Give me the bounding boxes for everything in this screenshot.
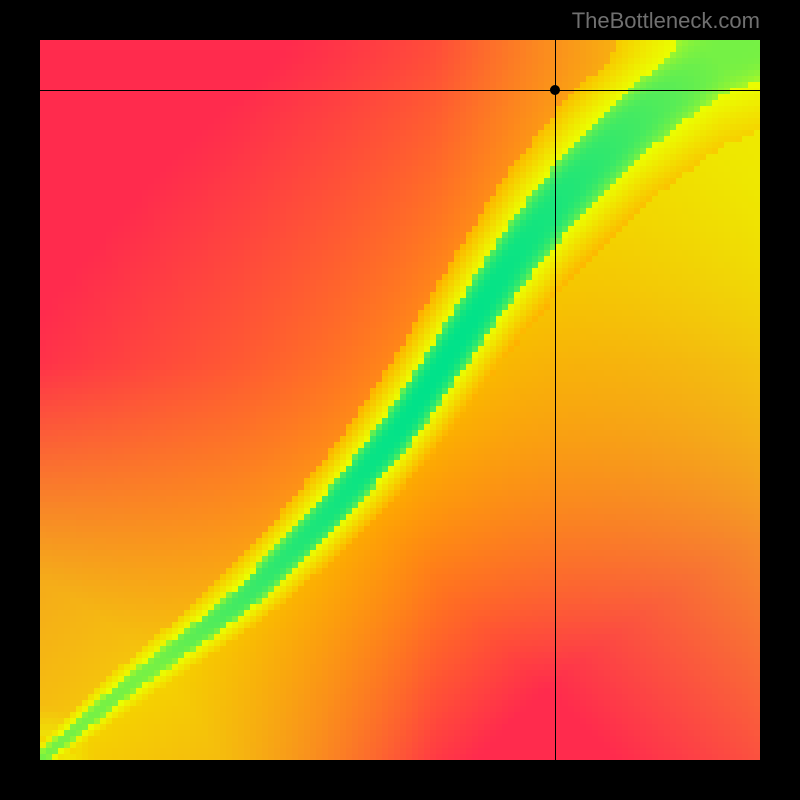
crosshair-horizontal <box>40 90 760 91</box>
heatmap-canvas <box>40 40 760 760</box>
crosshair-vertical <box>555 40 556 760</box>
marker-dot <box>550 85 560 95</box>
watermark-text: TheBottleneck.com <box>572 8 760 34</box>
heatmap-chart <box>40 40 760 760</box>
